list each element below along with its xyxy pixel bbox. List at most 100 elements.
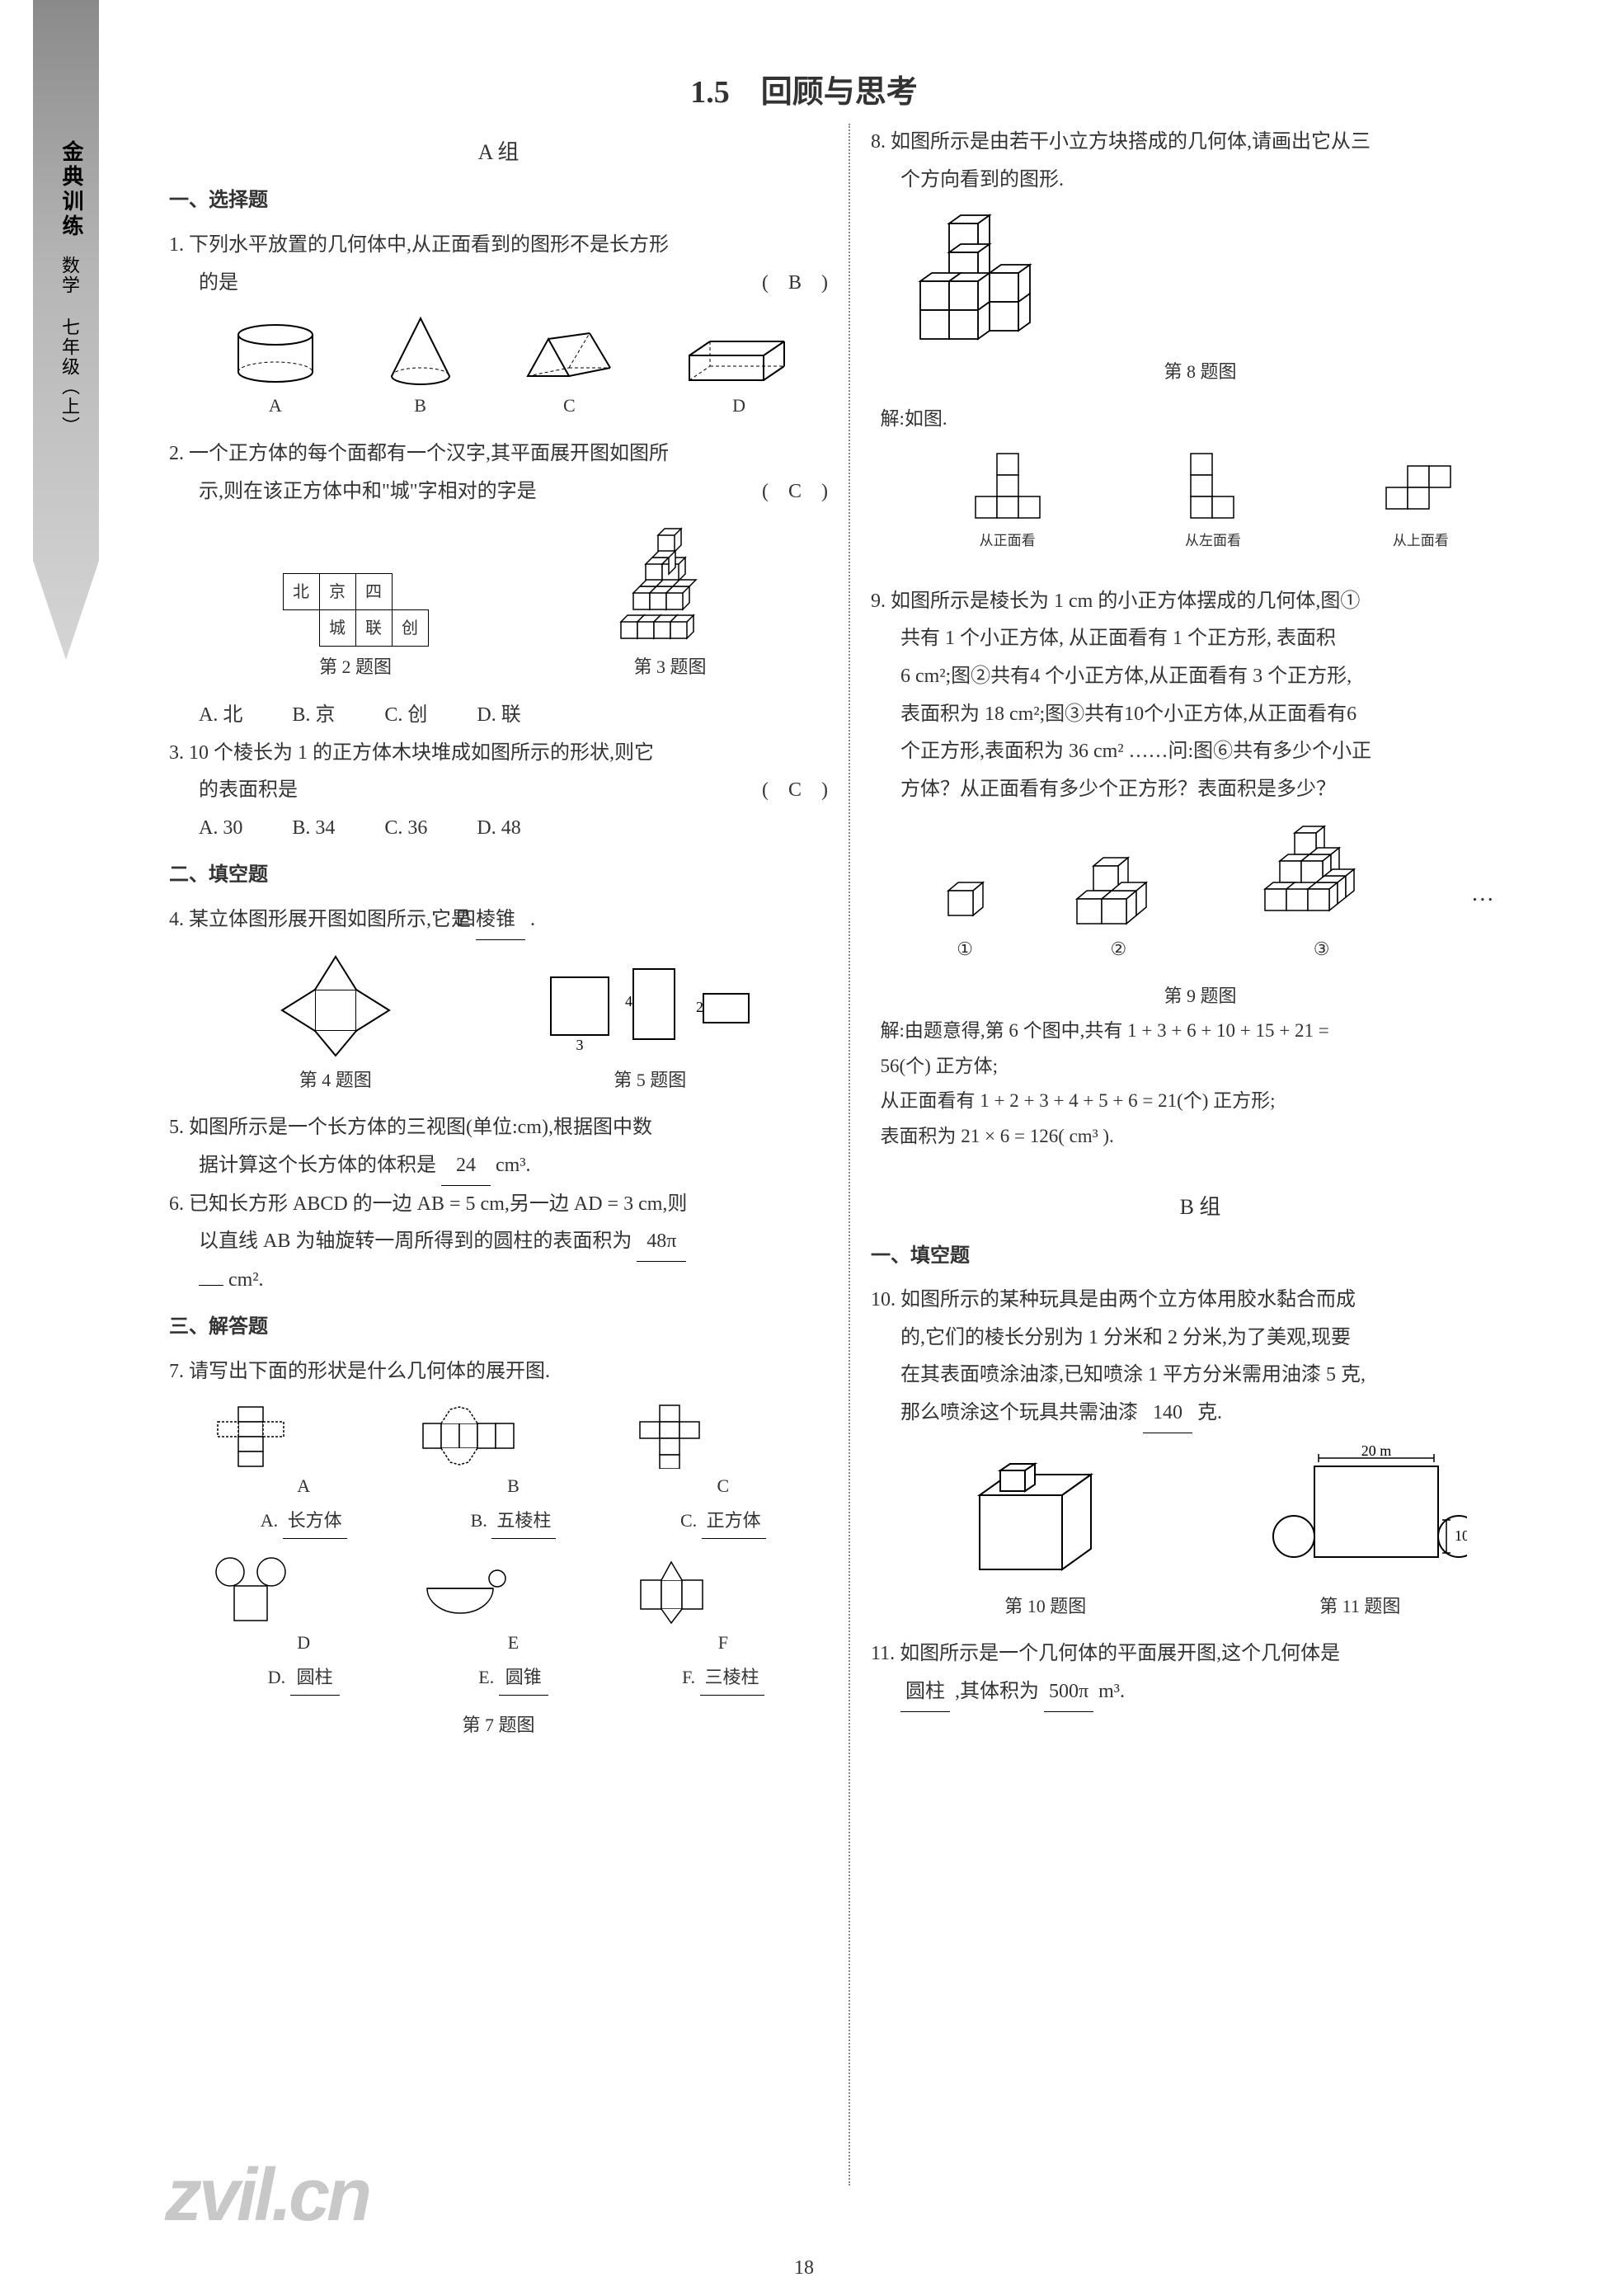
cube3-icon (1244, 821, 1400, 932)
front-view-icon (971, 449, 1045, 528)
toy-cubes-icon (963, 1446, 1128, 1586)
cone-icon (383, 314, 458, 388)
q1-label-d: D (681, 388, 797, 423)
q10-stem3: 那么喷涂这个玩具共需油漆 (900, 1402, 1138, 1423)
q3-opt-a: A. 30 (199, 810, 242, 848)
section-choice: 一、选择题 (169, 182, 828, 220)
net-f-icon (628, 1555, 711, 1626)
q10-l3: 那么喷涂这个玩具共需油漆 140 克. (871, 1395, 1530, 1433)
q5-text2: 据计算这个长方体的体积是 24 cm³. (169, 1147, 828, 1186)
q2-opt-d: D. 联 (477, 697, 520, 735)
net-cell: 四 (355, 574, 392, 610)
q3-answer: ( C ) (762, 772, 828, 810)
q7-b: B B. 五棱柱 (419, 1403, 608, 1539)
q7-label-f: F (628, 1626, 817, 1660)
q9-fig3: ③ (1244, 821, 1400, 967)
dim-10m: 10 m (1455, 1527, 1467, 1544)
q9-sol1: 解:由题意得,第 6 个图中,共有 1 + 3 + 6 + 10 + 15 + … (871, 1014, 1530, 1049)
net-cell: 城 (319, 610, 355, 647)
q9-l1: 共有 1 个小正方体, 从正面看有 1 个正方形, 表面积 (871, 620, 1530, 658)
q6-text3: cm². (169, 1262, 828, 1300)
net-e-icon (419, 1555, 510, 1626)
q11-text: 11. 如图所示是一个几何体的平面展开图,这个几何体是 (871, 1635, 1530, 1673)
q11-mid: ,其体积为 (955, 1681, 1039, 1702)
q11-line2: 圆柱 ,其体积为 500π m³. (871, 1673, 1530, 1712)
q7-e: E E. 圆锥 (419, 1555, 608, 1696)
q3-opt-c: C. 36 (384, 810, 427, 848)
q8-left-label: 从左面看 (1184, 528, 1242, 554)
q4-stem: 4. 某立体图形展开图如图所示,它是 (169, 909, 471, 930)
q9-l2: 6 cm²;图②共有4 个小正方体,从正面看有 3 个正方形, (871, 658, 1530, 696)
page-title: 1.5 回顾与思考 (0, 66, 1608, 111)
right-column: 8. 如图所示是由若干小立方块搭成的几何体,请画出它从三 个方向看到的图形. 第… (850, 124, 1550, 2185)
q4-text: 4. 某立体图形展开图如图所示,它是 四棱锥 . (169, 901, 828, 940)
q2-opt-c: C. 创 (384, 697, 427, 735)
q1-text2: 的是 ( B ) (169, 265, 828, 303)
q11-unit: m³. (1098, 1681, 1125, 1702)
q3-options: A. 30 B. 34 C. 36 D. 48 (169, 810, 828, 848)
q2-tail: 示,则在该正方体中和"城"字相对的字是 (199, 481, 537, 502)
q1-label-a: A (230, 388, 321, 423)
section-fill: 二、填空题 (169, 857, 828, 895)
q3-fig: 第 3 题图 (596, 523, 745, 685)
q2-text: 2. 一个正方体的每个面都有一个汉字,其平面展开图如图所 (169, 435, 828, 473)
net-d-icon (209, 1555, 292, 1626)
q9-sol3: 从正面看有 1 + 2 + 3 + 4 + 5 + 6 = 21(个) 正方形; (871, 1084, 1530, 1119)
q1-fig-a: A (230, 322, 321, 423)
q10-l2: 在其表面喷涂油漆,已知喷涂 1 平方分米需用油漆 5 克, (871, 1357, 1530, 1395)
q2-net: 北京四 城联创 第 2 题图 (283, 573, 429, 685)
pyramid-net-icon (270, 953, 402, 1060)
cylinder-net-icon: 20 m 10 m (1253, 1446, 1467, 1586)
q3-opt-b: B. 34 (292, 810, 335, 848)
spine-title: 金典训练 (45, 140, 87, 239)
q7-ans-b: 五棱柱 (491, 1503, 556, 1539)
q7-c: C C. 正方体 (628, 1403, 817, 1539)
q1-tail: 的是 (199, 272, 238, 294)
q8-front: 从正面看 (971, 449, 1045, 554)
q10-fig: 第 10 题图 (963, 1446, 1128, 1624)
q1-fig-c: C (520, 327, 618, 423)
q8-top: 从上面看 (1381, 449, 1460, 554)
group-a-label: A 组 (169, 132, 828, 172)
q6-unit: cm². (228, 1269, 264, 1291)
q8-text2: 个方向看到的图形. (871, 162, 1530, 200)
left-column: A 组 一、选择题 1. 下列水平放置的几何体中,从正面看到的图形不是长方形 的… (148, 124, 849, 2185)
q10-figures: 第 10 题图 20 m 10 m (871, 1446, 1530, 1624)
q1-label-b: B (383, 388, 458, 423)
q2-options: A. 北 B. 京 C. 创 D. 联 (169, 697, 828, 735)
q7-ans-e: 圆锥 (499, 1660, 548, 1696)
q8-views: 从正面看 从左面看 从上面看 (871, 449, 1530, 554)
q1-figures: A B C D (169, 314, 828, 423)
tri-prism-icon (520, 327, 618, 388)
q1-fig-b: B (383, 314, 458, 423)
q2-answer: ( C ) (762, 473, 828, 511)
svg-text:3: 3 (576, 1037, 584, 1053)
q1-answer: ( B ) (762, 265, 828, 303)
q5-answer: 24 (441, 1147, 491, 1186)
left-view-icon (1184, 449, 1242, 528)
q8-front-label: 从正面看 (971, 528, 1045, 554)
q6-answer: 48π (637, 1223, 686, 1262)
net-cell: 创 (392, 610, 428, 647)
q5-fig: 3 4 2 第 5 题图 (543, 961, 757, 1098)
q4-tail: . (530, 909, 535, 930)
q4-answer: 四棱锥 (476, 901, 525, 940)
q4-figures: 第 4 题图 3 4 2 第 5 题图 (169, 953, 828, 1098)
q6-text: 6. 已知长方形 ABCD 的一边 AB = 5 cm,另一边 AD = 3 c… (169, 1186, 828, 1224)
q6-text2: 以直线 AB 为轴旋转一周所得到的圆柱的表面积为 48π (169, 1223, 828, 1262)
q2-opt-b: B. 京 (292, 697, 335, 735)
cube2-icon (1065, 837, 1172, 932)
q5-stem2: 据计算这个长方体的体积是 (199, 1155, 436, 1176)
q2-opt-a: A. 北 (199, 697, 242, 735)
svg-text:4: 4 (625, 993, 632, 1009)
q9-l3: 表面积为 18 cm²;图③共有10个小正方体,从正面看有6 (871, 696, 1530, 734)
q10-caption: 第 10 题图 (963, 1589, 1128, 1624)
cylinder-icon (230, 322, 321, 388)
q3-opt-d: D. 48 (477, 810, 520, 848)
q7-label-d: D (209, 1626, 398, 1660)
q3-text2: 的表面积是 ( C ) (169, 772, 828, 810)
q8-text: 8. 如图所示是由若干小立方块搭成的几何体,请画出它从三 (871, 124, 1530, 162)
q11-fig: 20 m 10 m 第 11 题图 (1253, 1446, 1467, 1624)
q9-figures: ① ② (871, 821, 1530, 967)
q7-f: F F. 三棱柱 (628, 1555, 817, 1696)
